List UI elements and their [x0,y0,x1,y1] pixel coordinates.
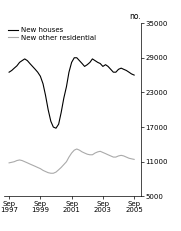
Legend: New houses, New other residential: New houses, New other residential [7,27,97,41]
Text: no.: no. [129,12,141,21]
